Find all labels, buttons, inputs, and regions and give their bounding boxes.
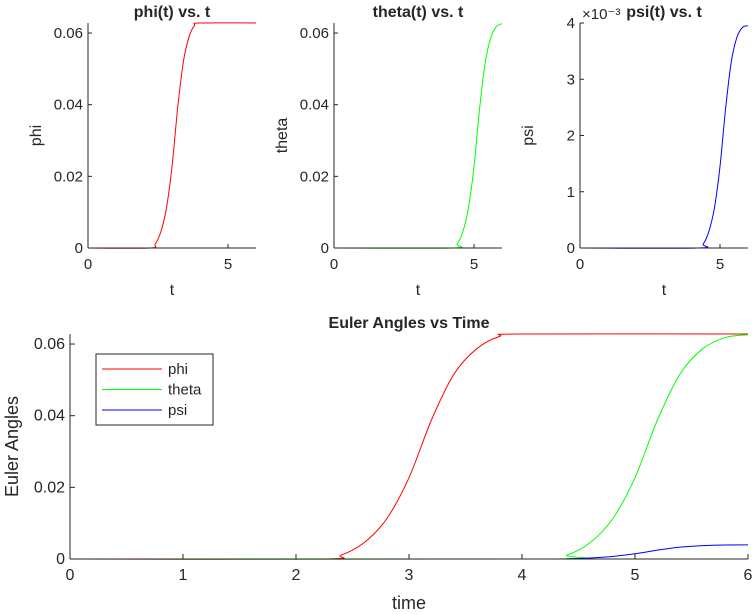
euler-x-tick-label: 3 bbox=[405, 567, 414, 584]
theta-y-axis-label: theta bbox=[274, 118, 291, 154]
theta-plot-area bbox=[334, 23, 502, 248]
euler-x-tick-label: 6 bbox=[744, 567, 753, 584]
phi-series-line bbox=[87, 22, 257, 249]
euler-x-tick-label: 4 bbox=[518, 567, 527, 584]
euler-y-tick-label: 0.02 bbox=[34, 479, 65, 496]
psi-y-axis-label: psi bbox=[520, 125, 537, 145]
psi-series-line bbox=[579, 25, 749, 249]
theta-y-tick-label: 0.02 bbox=[300, 168, 329, 185]
phi-y-tick-label: 0.02 bbox=[54, 168, 83, 185]
legend-label-phi: phi bbox=[168, 361, 188, 378]
psi-plot-area bbox=[580, 23, 748, 248]
euler-x-axis-label: time bbox=[392, 593, 426, 613]
phi-x-tick-label: 0 bbox=[84, 256, 92, 273]
euler-y-tick-label: 0.04 bbox=[34, 408, 65, 425]
psi-axes: 0 5 0 1 2 3 4 ×10⁻³ psi(t) vs. t t psi bbox=[520, 4, 749, 299]
euler-x-tick-label: 2 bbox=[292, 567, 301, 584]
phi-x-tick-label: 5 bbox=[224, 256, 232, 273]
phi-y-axis-label: phi bbox=[28, 125, 45, 146]
psi-chart-title: psi(t) vs. t bbox=[626, 4, 702, 21]
phi-series-line bbox=[69, 333, 749, 560]
euler-x-tick-label: 0 bbox=[66, 567, 75, 584]
legend-label-theta: theta bbox=[168, 382, 202, 399]
theta-x-tick-label: 0 bbox=[330, 256, 338, 273]
phi-y-tick-label: 0.06 bbox=[54, 25, 83, 42]
psi-y-exponent: ×10⁻³ bbox=[582, 6, 620, 23]
phi-y-tick-label: 0.04 bbox=[54, 97, 83, 114]
euler-x-tick-label: 1 bbox=[179, 567, 188, 584]
euler-y-tick-label: 0 bbox=[56, 551, 65, 568]
euler-x-tick-label: 5 bbox=[631, 567, 640, 584]
phi-axes: 0 5 0 0.02 0.04 0.06 phi(t) vs. t t phi bbox=[28, 4, 257, 299]
phi-x-axis-label: t bbox=[170, 282, 175, 299]
psi-x-axis-label: t bbox=[662, 282, 667, 299]
euler-y-axis-label: Euler Angles bbox=[2, 396, 22, 497]
euler-axes: 0 1 2 3 4 5 6 0 0.02 0.04 0.06 Euler Angles vs Time… bbox=[2, 315, 753, 613]
psi-y-tick-label: 0 bbox=[567, 240, 575, 257]
euler-legend: phi theta psi bbox=[95, 353, 214, 426]
psi-y-tick-label: 3 bbox=[567, 71, 575, 88]
theta-y-tick-label: 0 bbox=[321, 240, 329, 257]
psi-x-tick-label: 5 bbox=[716, 256, 724, 273]
theta-series-line bbox=[333, 23, 503, 249]
theta-axes: 0 5 0 0.02 0.04 0.06 theta(t) vs. t t theta bbox=[274, 4, 503, 299]
psi-y-tick-label: 4 bbox=[567, 15, 575, 32]
euler-y-tick-label: 0.06 bbox=[34, 336, 65, 353]
theta-y-tick-label: 0.04 bbox=[300, 97, 329, 114]
theta-x-tick-label: 5 bbox=[470, 256, 478, 273]
psi-x-tick-label: 0 bbox=[576, 256, 584, 273]
psi-y-tick-label: 1 bbox=[567, 184, 575, 201]
legend-label-psi: psi bbox=[168, 402, 187, 419]
phi-plot-area bbox=[88, 23, 256, 248]
theta-chart-title: theta(t) vs. t bbox=[373, 4, 464, 21]
phi-chart-title: phi(t) vs. t bbox=[134, 4, 211, 21]
euler-chart-title: Euler Angles vs Time bbox=[329, 315, 490, 332]
psi-y-tick-label: 2 bbox=[567, 128, 575, 145]
theta-x-axis-label: t bbox=[416, 282, 421, 299]
theta-y-tick-label: 0.06 bbox=[300, 25, 329, 42]
phi-y-tick-label: 0 bbox=[75, 240, 83, 257]
